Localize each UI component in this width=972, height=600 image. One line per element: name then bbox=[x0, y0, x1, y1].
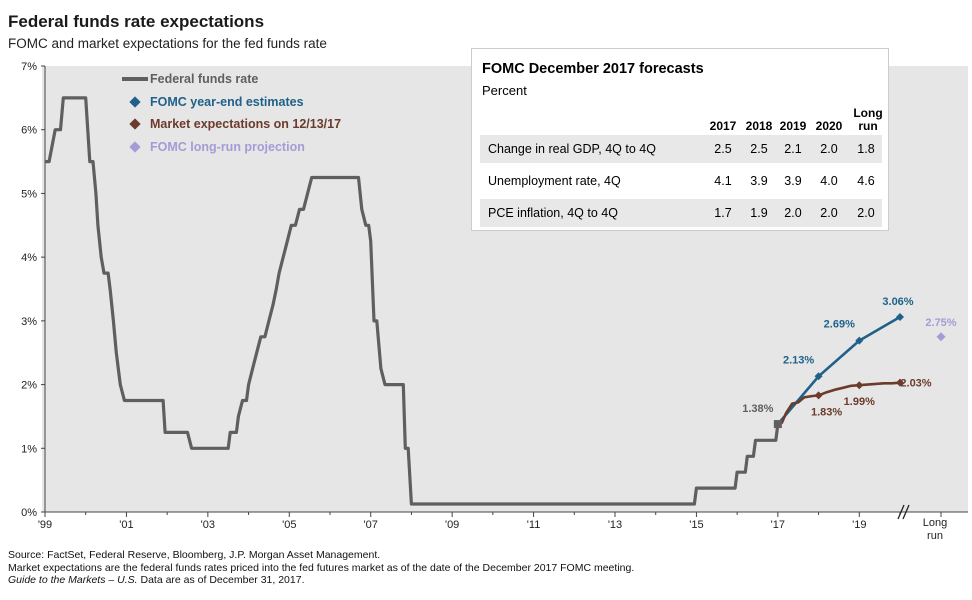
chart-subtitle: FOMC and market expectations for the fed… bbox=[8, 36, 327, 51]
table-cell: 2.5 bbox=[750, 142, 768, 156]
table-header-cell: 2020 bbox=[815, 119, 843, 133]
table-row: Change in real GDP, 4Q to 4Q 2.5 2.5 2.1… bbox=[480, 135, 882, 163]
table-cell: 2.0 bbox=[820, 206, 838, 220]
y-tick-label: 7% bbox=[21, 61, 37, 73]
table-header-cell: 2017 bbox=[709, 119, 737, 133]
table-header-cell: Long run bbox=[853, 106, 883, 133]
x-tick-label: '05 bbox=[282, 519, 296, 531]
axis-break-mark bbox=[897, 504, 905, 520]
table-row: Unemployment rate, 4Q 4.1 3.9 3.9 4.0 4.… bbox=[480, 167, 882, 195]
footnote-guide-date: Data are as of December 31, 2017. bbox=[137, 574, 305, 586]
axis-break-mark bbox=[902, 504, 910, 520]
table-row-label: PCE inflation, 4Q to 4Q bbox=[488, 206, 618, 220]
table-cell: 3.9 bbox=[750, 174, 768, 188]
data-label: 2.03% bbox=[900, 378, 931, 390]
data-point-marker bbox=[855, 336, 864, 345]
legend-diamond-swatch bbox=[129, 141, 141, 153]
table-cell: 2.0 bbox=[857, 206, 875, 220]
legend-item-market: Market expectations on 12/13/17 bbox=[120, 113, 341, 136]
data-label: 1.38% bbox=[742, 403, 773, 415]
data-point-marker bbox=[814, 391, 823, 400]
table-header-cell: 2018 bbox=[745, 119, 773, 133]
x-tick-label: '09 bbox=[445, 519, 459, 531]
table-cell: 2.5 bbox=[714, 142, 732, 156]
table-cell: 4.6 bbox=[857, 174, 875, 188]
y-tick-label: 2% bbox=[21, 380, 37, 392]
x-tick-label: '13 bbox=[608, 519, 622, 531]
table-cell: 2.0 bbox=[820, 142, 838, 156]
data-point-marker bbox=[814, 372, 823, 381]
legend-item-fomc: FOMC year-end estimates bbox=[120, 91, 341, 114]
data-point-marker bbox=[855, 381, 864, 390]
y-tick-label: 3% bbox=[21, 316, 37, 328]
data-point-marker bbox=[896, 378, 904, 387]
legend-item-fed-funds: Federal funds rate bbox=[120, 68, 341, 91]
footnote-source: Source: FactSet, Federal Reserve, Bloomb… bbox=[8, 549, 381, 561]
table-row-label: Change in real GDP, 4Q to 4Q bbox=[488, 142, 656, 156]
x-tick-label-longrun: Long bbox=[923, 517, 947, 529]
data-point-marker bbox=[896, 313, 904, 322]
y-tick-label: 0% bbox=[21, 507, 37, 519]
data-label: 3.06% bbox=[882, 296, 913, 308]
y-tick-label: 5% bbox=[21, 188, 37, 200]
legend-item-longrun: FOMC long-run projection bbox=[120, 136, 341, 159]
table-header-row: 2017 2018 2019 2020 Long run bbox=[472, 103, 888, 135]
legend-label: Market expectations on 12/13/17 bbox=[150, 117, 342, 132]
table-row: PCE inflation, 4Q to 4Q 1.7 1.9 2.0 2.0 … bbox=[480, 199, 882, 227]
legend-label: FOMC year-end estimates bbox=[150, 94, 304, 109]
table-cell: 1.8 bbox=[857, 142, 875, 156]
y-tick-label: 6% bbox=[21, 125, 37, 137]
legend: Federal funds rate FOMC year-end estimat… bbox=[120, 68, 341, 158]
footnotes: Source: FactSet, Federal Reserve, Bloomb… bbox=[8, 549, 634, 587]
forecast-table: FOMC December 2017 forecasts Percent 201… bbox=[471, 48, 889, 231]
table-cell: 3.9 bbox=[784, 174, 802, 188]
series-line-market-expectations-on-12-13-17 bbox=[777, 381, 901, 426]
x-tick-label: '11 bbox=[527, 519, 541, 531]
x-tick-label: '15 bbox=[689, 519, 703, 531]
data-label: 2.13% bbox=[783, 354, 814, 366]
table-unit: Percent bbox=[482, 83, 527, 98]
legend-label: Federal funds rate bbox=[150, 72, 259, 87]
footnote-guide-title: Guide to the Markets – U.S. bbox=[8, 574, 138, 586]
data-label: 2.75% bbox=[925, 317, 956, 329]
footnote-market: Market expectations are the federal fund… bbox=[8, 561, 635, 574]
x-tick-label: '03 bbox=[201, 519, 215, 531]
table-row-label: Unemployment rate, 4Q bbox=[488, 174, 621, 188]
table-cell: 4.1 bbox=[714, 174, 732, 188]
legend-label: FOMC long-run projection bbox=[150, 139, 305, 154]
legend-line-swatch bbox=[122, 77, 148, 82]
x-tick-label: '17 bbox=[771, 519, 785, 531]
x-tick-label: '07 bbox=[364, 519, 378, 531]
series-line-federal-funds-rate bbox=[45, 96, 780, 506]
legend-diamond-swatch bbox=[129, 118, 141, 130]
y-tick-label: 4% bbox=[21, 252, 37, 264]
table-header-cell: 2019 bbox=[779, 119, 807, 133]
table-cell: 1.9 bbox=[750, 206, 768, 220]
x-tick-label: '99 bbox=[38, 519, 52, 531]
legend-diamond-swatch bbox=[129, 96, 141, 108]
data-point-marker bbox=[773, 420, 782, 429]
data-point-marker bbox=[936, 332, 946, 342]
footnote-guide: Guide to the Markets – U.S. Data are as … bbox=[8, 574, 634, 587]
data-label: 2.69% bbox=[824, 319, 855, 331]
table-title: FOMC December 2017 forecasts bbox=[482, 61, 704, 77]
data-label: 1.99% bbox=[844, 396, 875, 408]
y-tick-label: 1% bbox=[21, 443, 37, 455]
table-cell: 4.0 bbox=[820, 174, 838, 188]
x-tick-label: '19 bbox=[852, 519, 866, 531]
table-cell: 1.7 bbox=[714, 206, 732, 220]
series-line-fomc-year-end-estimates bbox=[776, 315, 901, 425]
x-tick-label-longrun: run bbox=[927, 530, 943, 542]
table-cell: 2.0 bbox=[784, 206, 802, 220]
table-cell: 2.1 bbox=[784, 142, 802, 156]
chart-title: Federal funds rate expectations bbox=[8, 12, 265, 31]
x-tick-label: '01 bbox=[119, 519, 133, 531]
data-label: 1.83% bbox=[811, 406, 842, 418]
